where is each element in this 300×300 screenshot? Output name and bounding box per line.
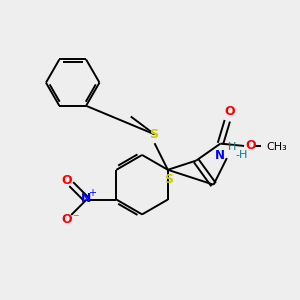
Text: -H: -H xyxy=(236,150,248,160)
Text: S: S xyxy=(149,128,158,141)
Text: H: H xyxy=(228,142,236,152)
Text: S: S xyxy=(164,173,173,186)
Text: N: N xyxy=(80,192,91,205)
Text: O: O xyxy=(224,105,235,118)
Text: +: + xyxy=(88,188,96,198)
Text: O: O xyxy=(61,213,72,226)
Text: CH₃: CH₃ xyxy=(266,142,287,152)
Text: O: O xyxy=(246,140,256,152)
Text: N: N xyxy=(215,148,225,162)
Text: ⁻: ⁻ xyxy=(72,212,79,225)
Text: O: O xyxy=(61,174,72,187)
